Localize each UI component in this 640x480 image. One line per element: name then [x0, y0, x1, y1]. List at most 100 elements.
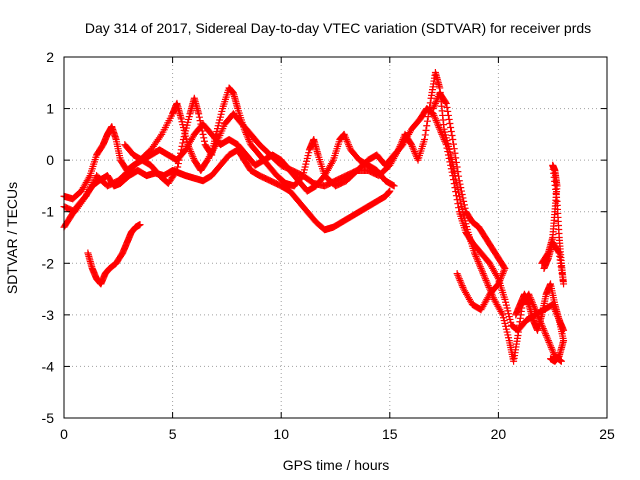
data-point-track-c: [398, 137, 406, 145]
data-point-track-c: [543, 333, 551, 341]
data-point-track-c: [541, 328, 549, 336]
data-point-track-d: [459, 194, 467, 202]
y-tick-label: -5: [42, 410, 55, 426]
data-point-track-d: [448, 132, 456, 140]
data-point-track-d: [445, 115, 453, 123]
data-point-track-c: [549, 347, 557, 355]
data-point-track-d: [454, 168, 462, 176]
data-point-track-b: [200, 134, 208, 142]
data-point-track-d: [457, 278, 465, 286]
data-point-track-d: [446, 119, 454, 127]
data-point-track-f: [342, 136, 350, 144]
data-point-track-b: [431, 113, 439, 121]
data-point-track-e: [136, 221, 144, 229]
y-tick-label: -3: [42, 307, 55, 323]
data-point-track-d: [447, 123, 455, 131]
data-point-track-d: [458, 282, 466, 290]
data-point-track-c: [547, 342, 555, 350]
data-point-track-d: [452, 158, 460, 166]
data-point-track-c: [471, 249, 479, 257]
data-point-track-d: [456, 276, 464, 284]
data-point-track-c: [541, 330, 549, 338]
data-point-track-d: [461, 204, 469, 212]
data-point-track-b: [431, 115, 439, 123]
data-point-track-d: [442, 99, 450, 107]
data-point-track-b: [434, 120, 442, 128]
data-point-track-f: [390, 182, 398, 190]
data-point-track-c: [546, 340, 554, 348]
data-point-track-d: [432, 98, 440, 106]
data-point-track-b: [430, 111, 438, 119]
data-point-track-d: [456, 180, 464, 188]
data-point-track-c: [410, 148, 418, 156]
data-markers: [60, 68, 568, 365]
data-point-track-c: [423, 117, 431, 125]
data-point-track-d: [457, 280, 465, 288]
data-point-track-c: [479, 270, 487, 278]
data-point-track-d: [429, 105, 437, 113]
data-point-track-c: [557, 357, 565, 365]
data-point-track-d: [455, 275, 463, 283]
data-point-track-d: [431, 101, 439, 109]
data-point-track-b: [195, 110, 203, 118]
gridlines: [64, 57, 607, 418]
data-point-track-d: [443, 103, 451, 111]
data-point-track-c: [547, 344, 555, 352]
data-point-track-c: [482, 276, 490, 284]
data-point-track-d: [454, 271, 462, 279]
data-point-track-d: [497, 275, 505, 283]
data-point-track-c: [188, 151, 196, 159]
data-point-track-c: [476, 261, 484, 269]
data-point-track-f: [340, 130, 348, 138]
data-point-track-d: [450, 140, 458, 148]
data-point-track-d: [499, 270, 507, 278]
data-point-track-f: [345, 142, 353, 150]
data-point-track-c: [478, 266, 486, 274]
data-point-track-d: [496, 276, 504, 284]
y-tick-label: 0: [46, 152, 54, 168]
data-point-track-b: [179, 139, 187, 147]
x-tick-label: 20: [491, 426, 507, 442]
data-point-track-c: [544, 335, 552, 343]
data-point-track-c: [474, 258, 482, 266]
axis-ticks: 0 5 10 15 20 25 -5 -4 -3 -2 -1 0 1 2: [42, 49, 615, 442]
data-point-track-d: [458, 191, 466, 199]
data-point-track-d: [457, 187, 465, 195]
data-point-track-c: [421, 136, 429, 144]
data-point-track-c: [476, 263, 484, 271]
data-point-track-d: [460, 285, 468, 293]
data-point-track-c: [410, 146, 418, 154]
data-point-track-f: [341, 132, 349, 140]
data-point-track-c: [423, 122, 431, 130]
data-point-track-c: [395, 144, 403, 152]
data-point-track-c: [211, 142, 219, 150]
data-point-track-c: [408, 141, 416, 149]
data-point-track-c: [424, 113, 432, 121]
data-point-track-b: [199, 130, 207, 138]
data-point-track-c: [477, 264, 485, 272]
data-point-track-d: [430, 103, 438, 111]
data-point-track-d: [433, 96, 441, 104]
data-point-track-c: [481, 275, 489, 283]
data-point-track-b: [172, 168, 180, 176]
data-point-track-c: [394, 146, 402, 154]
data-point-track-c: [480, 271, 488, 279]
data-point-track-c: [498, 309, 506, 317]
data-point-track-c: [473, 254, 481, 262]
data-point-track-c: [394, 148, 402, 156]
data-point-track-b: [173, 166, 181, 174]
data-point-track-a: [386, 187, 394, 195]
data-point-track-c: [397, 139, 405, 147]
data-point-track-c: [473, 256, 481, 264]
data-point-track-d: [449, 136, 457, 144]
data-point-track-d: [455, 172, 463, 180]
y-tick-label: 1: [46, 101, 54, 117]
data-point-track-f: [344, 139, 352, 147]
data-point-track-c: [187, 149, 195, 157]
data-point-track-c: [422, 126, 430, 134]
data-point-track-d: [497, 273, 505, 281]
data-point-track-d: [461, 287, 469, 295]
data-point-track-d: [447, 127, 455, 135]
data-point-track-c: [481, 273, 489, 281]
